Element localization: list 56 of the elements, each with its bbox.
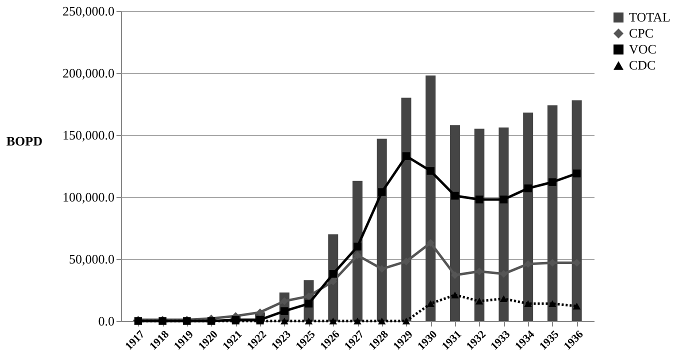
point (451, 271, 459, 279)
point (304, 318, 313, 324)
bar (352, 180, 362, 321)
point (354, 318, 362, 324)
legend-label: VOC (629, 42, 656, 56)
point (572, 302, 581, 310)
point (500, 295, 508, 302)
point (378, 318, 386, 324)
point (304, 300, 313, 308)
bar (426, 75, 436, 321)
point (524, 300, 532, 307)
bar (450, 125, 460, 321)
point (378, 265, 386, 273)
point (451, 192, 459, 200)
x-tick-label: 1930 (416, 328, 440, 353)
point (500, 196, 508, 204)
bar (376, 138, 387, 321)
point (354, 251, 362, 260)
point (451, 292, 459, 298)
legend-label: CPC (629, 26, 654, 40)
point (280, 318, 288, 324)
legend-label: CDC (629, 58, 656, 72)
y-tick-label: 0.0 (98, 314, 114, 328)
bar (547, 105, 558, 321)
point (572, 170, 581, 178)
point (329, 270, 338, 278)
bar (523, 112, 534, 321)
bar (401, 98, 412, 321)
point (329, 277, 338, 286)
point (402, 258, 410, 266)
point (329, 318, 338, 324)
point (548, 178, 556, 186)
x-tick-label: 1922 (244, 328, 270, 353)
point (354, 242, 362, 250)
point (548, 300, 556, 307)
point (426, 167, 434, 175)
y-tick-label: 200,000.0 (62, 66, 114, 80)
point (426, 239, 434, 247)
legend-label: TOTAL (629, 10, 670, 24)
point (256, 308, 264, 316)
point (475, 298, 484, 305)
point (402, 152, 410, 160)
y-axis-title: BOPD (6, 134, 42, 148)
point (426, 300, 434, 307)
y-tick-label: 50,000.0 (69, 252, 114, 266)
y-tick-label: 100,000.0 (62, 190, 114, 204)
bar (498, 128, 509, 321)
point (378, 188, 386, 196)
point (280, 307, 288, 315)
bar (572, 100, 582, 321)
y-tick-label: 150,000.0 (62, 128, 114, 142)
y-tick-label: 250,000.0 (62, 4, 114, 18)
bar (474, 128, 484, 321)
point (402, 318, 410, 324)
point (475, 196, 484, 204)
point (524, 184, 532, 192)
